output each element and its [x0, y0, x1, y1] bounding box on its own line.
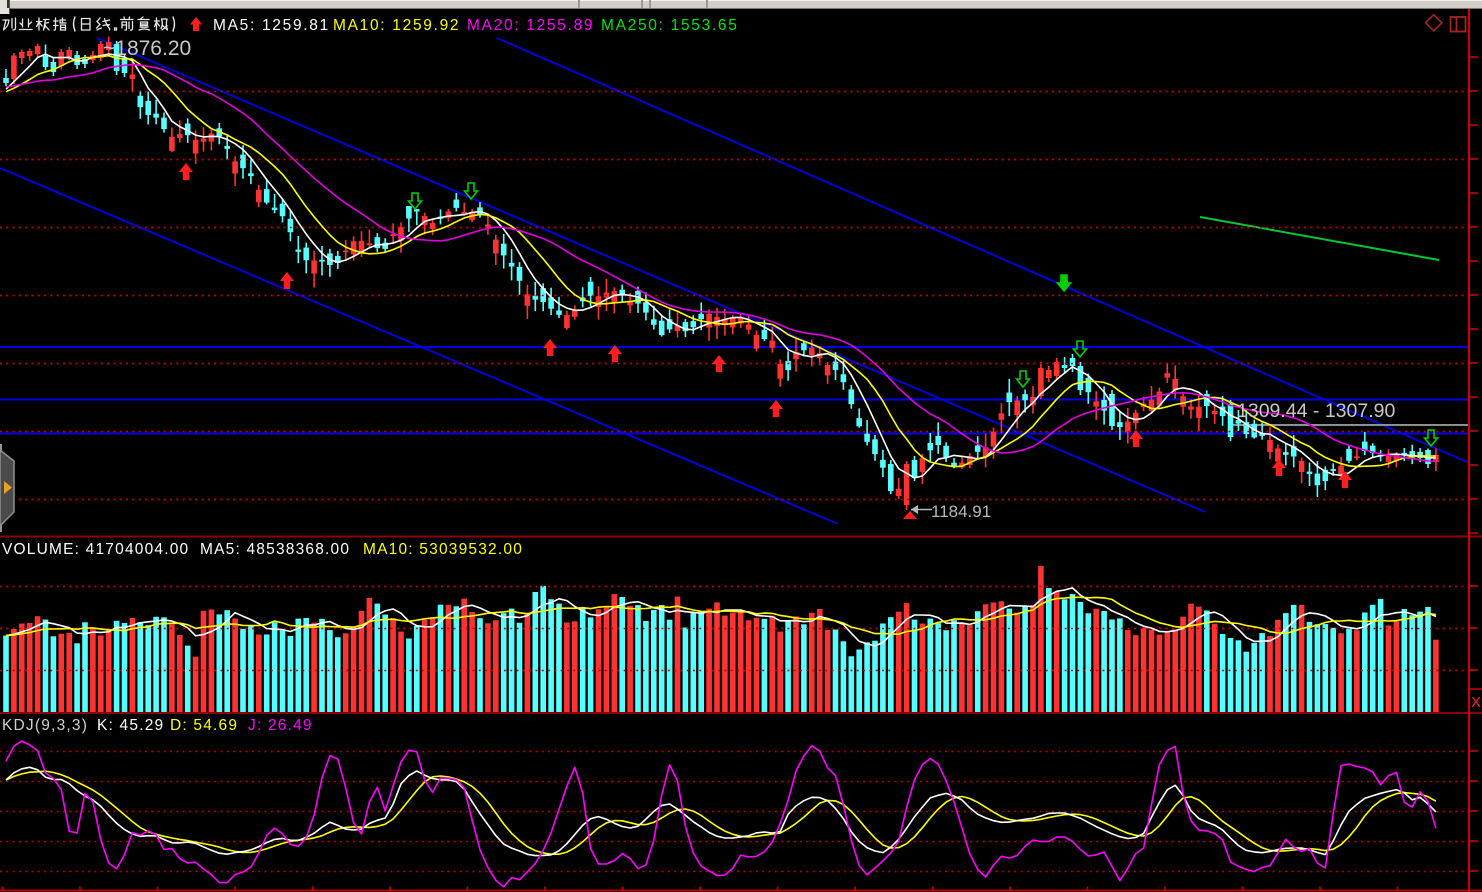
svg-text:X: X: [1471, 694, 1481, 711]
svg-text:MA5: 48538368.00: MA5: 48538368.00: [200, 541, 350, 558]
svg-text:K: 45.29: K: 45.29: [97, 717, 164, 734]
svg-text:MA20: 1255.89: MA20: 1255.89: [467, 17, 594, 34]
svg-text:~1876.20: ~1876.20: [103, 37, 191, 60]
svg-text:J: 26.49: J: 26.49: [248, 717, 313, 734]
svg-text:1184.91: 1184.91: [931, 502, 991, 521]
svg-text:1309.44 - 1307.90: 1309.44 - 1307.90: [1237, 400, 1395, 422]
svg-text:MA250: 1553.65: MA250: 1553.65: [601, 17, 739, 34]
svg-text:VOLUME: 41704004.00: VOLUME: 41704004.00: [2, 541, 189, 558]
svg-text:MA10: 1259.92: MA10: 1259.92: [333, 17, 460, 34]
svg-text:D: 54.69: D: 54.69: [170, 717, 238, 734]
svg-text:KDJ(9,3,3): KDJ(9,3,3): [2, 717, 88, 734]
svg-text:MA10: 53039532.00: MA10: 53039532.00: [363, 541, 523, 558]
svg-text:MA5: 1259.81: MA5: 1259.81: [213, 17, 330, 34]
